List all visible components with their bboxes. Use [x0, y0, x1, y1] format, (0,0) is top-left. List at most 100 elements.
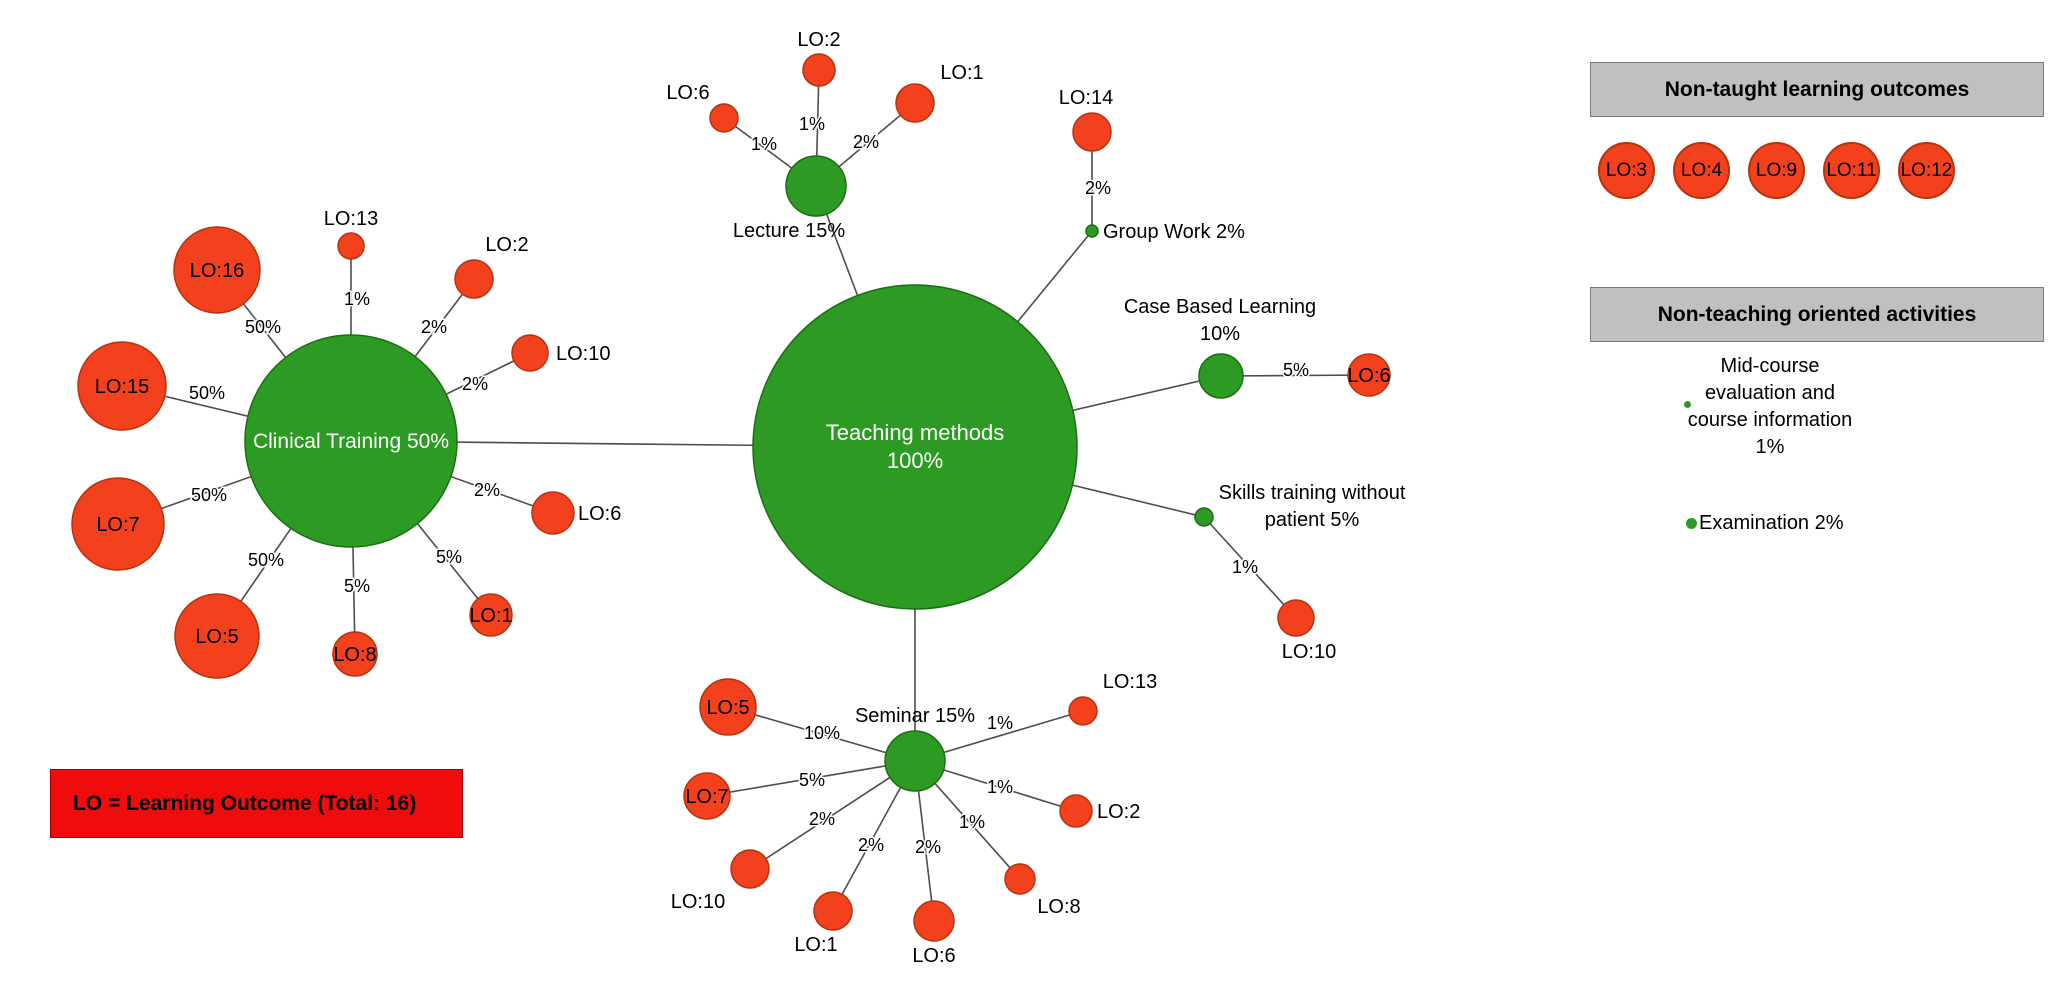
- node-label-l-lo6: LO:6: [666, 82, 709, 104]
- node-m-lo10: [730, 849, 770, 889]
- node-label-m-lo8: LO:8: [1037, 896, 1080, 918]
- node-m-lo1: [813, 891, 853, 931]
- node-c-lo16: [173, 226, 261, 314]
- edge-label-clinical-c-lo13: 1%: [344, 289, 370, 309]
- node-c-lo15: [77, 341, 167, 431]
- node-label-c-lo5: LO:5: [195, 626, 238, 648]
- node-label-g-lo14: LO:14: [1059, 87, 1113, 109]
- node-label-m-lo13: LO:13: [1103, 671, 1157, 693]
- node-label-s-lo10: LO:10: [1282, 641, 1336, 663]
- node-label-c-lo8: LO:8: [333, 644, 376, 666]
- node-label-m-lo10: LO:10: [671, 891, 725, 913]
- edge-label-seminar-m-lo13: 1%: [987, 713, 1013, 733]
- examination-label: Examination 2%: [1699, 512, 1844, 534]
- node-c-lo6: [531, 491, 575, 535]
- node-groupwork: [1085, 224, 1099, 238]
- midcourse-evaluation-label: Mid-course evaluation and course informa…: [1687, 355, 1853, 458]
- midcourse-dot-icon: [1684, 401, 1691, 408]
- node-label-c-lo6: LO:6: [578, 503, 621, 525]
- edge-label-seminar-m-lo1: 2%: [858, 835, 884, 855]
- node-m-lo5: [699, 678, 757, 736]
- node-c-lo5: [174, 593, 260, 679]
- node-g-lo14: [1072, 112, 1112, 152]
- node-label-c-lo10: LO:10: [556, 343, 610, 365]
- node-label-cbl: Case Based Learning 10%: [1124, 296, 1316, 345]
- edge-seminar-m-lo7: [706, 760, 916, 797]
- node-c-lo2: [454, 259, 494, 299]
- node-label-groupwork: Group Work 2%: [1103, 221, 1245, 243]
- node-label-m-lo1: LO:1: [794, 934, 837, 956]
- legend-lo-circle-lo9: LO:9: [1748, 142, 1805, 199]
- edge-label-clinical-c-lo15: 50%: [189, 383, 225, 403]
- node-seminar: [884, 730, 946, 792]
- node-label-c-lo7: LO:7: [96, 514, 139, 536]
- node-m-lo7: [683, 772, 731, 820]
- edge-seminar-m-lo10: [749, 760, 916, 870]
- lo-definition-box: LO = Learning Outcome (Total: 16): [50, 769, 463, 838]
- node-label-skills: Skills training without patient 5%: [1219, 482, 1406, 531]
- legend-lo-circle-lo3: LO:3: [1598, 142, 1655, 199]
- edge-label-seminar-m-lo5: 10%: [804, 723, 840, 743]
- edge-label-seminar-m-lo6: 2%: [915, 837, 941, 857]
- edge-label-lecture-l-lo6: 1%: [751, 134, 777, 154]
- node-label-c-lo16: LO:16: [190, 260, 244, 282]
- edge-label-cbl-b-lo6: 5%: [1283, 360, 1309, 380]
- edge-label-clinical-c-lo5: 50%: [248, 550, 284, 570]
- edge-label-clinical-c-lo7: 50%: [191, 485, 227, 505]
- edge-label-seminar-m-lo10: 2%: [809, 809, 835, 829]
- node-m-lo6: [913, 900, 955, 942]
- node-label-c-lo13: LO:13: [324, 208, 378, 230]
- edge-label-seminar-m-lo8: 1%: [959, 812, 985, 832]
- node-label-teaching: Teaching methods 100%: [826, 420, 1005, 473]
- examination-item: Examination 2%: [1686, 512, 1844, 535]
- node-m-lo2: [1059, 794, 1093, 828]
- edge-label-seminar-m-lo2: 1%: [987, 777, 1013, 797]
- node-lecture: [785, 155, 847, 217]
- node-l-lo6: [709, 103, 739, 133]
- node-label-m-lo7: LO:7: [685, 786, 728, 808]
- node-label-b-lo6: LO:6: [1347, 365, 1390, 387]
- edge-label-clinical-c-lo6: 2%: [474, 480, 500, 500]
- node-s-lo10: [1277, 599, 1315, 637]
- node-label-c-lo1: LO:1: [469, 605, 512, 627]
- node-label-clinical: Clinical Training 50%: [253, 430, 449, 453]
- legend-non-teaching-header: Non-teaching oriented activities: [1590, 287, 2044, 342]
- edge-label-clinical-c-lo10: 2%: [462, 374, 488, 394]
- edge-label-skills-s-lo10: 1%: [1232, 557, 1258, 577]
- examination-dot-icon: [1686, 518, 1697, 529]
- edge-label-groupwork-g-lo14: 2%: [1085, 178, 1111, 198]
- node-clinical: [244, 334, 458, 548]
- node-cbl: [1198, 353, 1244, 399]
- edge-label-seminar-m-lo7: 5%: [799, 770, 825, 790]
- edge-cbl-b-lo6: [1220, 374, 1370, 377]
- edge-label-lecture-l-lo1: 2%: [853, 132, 879, 152]
- edge-label-lecture-l-lo2: 1%: [799, 114, 825, 134]
- node-c-lo13: [337, 232, 365, 260]
- node-c-lo10: [511, 334, 549, 372]
- non-taught-lo-group: LO:3 LO:4 LO:9 LO:11 LO:12: [1598, 142, 1955, 199]
- node-label-m-lo6: LO:6: [912, 945, 955, 967]
- legend-non-taught-header: Non-taught learning outcomes: [1590, 62, 2044, 117]
- node-b-lo6: [1347, 353, 1391, 397]
- edge-label-clinical-c-lo16: 50%: [245, 317, 281, 337]
- node-label-lecture: Lecture 15%: [733, 220, 846, 242]
- edge-skills-s-lo10: [1203, 516, 1297, 619]
- edge-label-clinical-c-lo2: 2%: [421, 317, 447, 337]
- node-label-l-lo1: LO:1: [940, 62, 983, 84]
- node-teaching: [752, 284, 1078, 610]
- edge-seminar-m-lo5: [727, 706, 916, 762]
- node-l-lo1: [895, 83, 935, 123]
- node-m-lo13: [1068, 696, 1098, 726]
- edge-label-clinical-c-lo1: 5%: [436, 547, 462, 567]
- legend-lo-circle-lo12: LO:12: [1898, 142, 1955, 199]
- node-label-m-lo5: LO:5: [706, 697, 749, 719]
- node-label-seminar: Seminar 15%: [855, 705, 975, 727]
- node-skills: [1194, 507, 1214, 527]
- legend-lo-circle-lo4: LO:4: [1673, 142, 1730, 199]
- node-m-lo8: [1004, 863, 1036, 895]
- node-c-lo1: [469, 593, 513, 637]
- node-c-lo7: [71, 477, 165, 571]
- node-c-lo8: [332, 631, 378, 677]
